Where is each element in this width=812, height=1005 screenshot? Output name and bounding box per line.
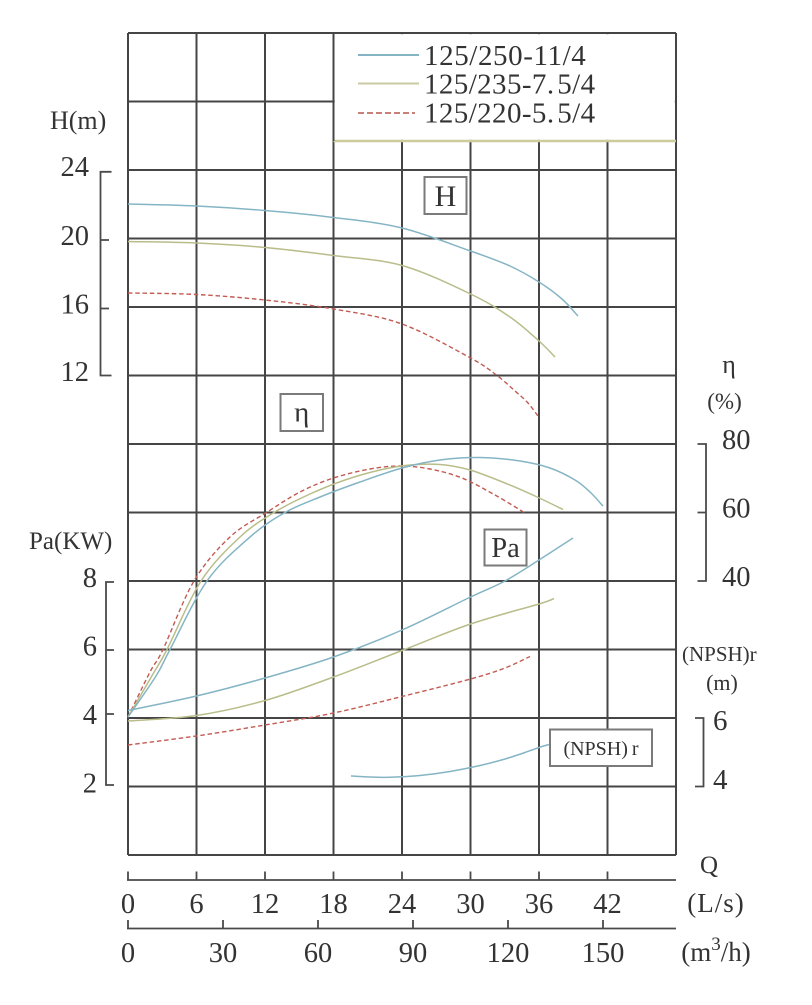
- svg-text:4: 4: [713, 764, 728, 796]
- svg-text:20: 20: [61, 221, 90, 252]
- svg-text:12: 12: [251, 889, 280, 920]
- svg-text:90: 90: [399, 938, 428, 969]
- svg-text:(L/s): (L/s): [687, 888, 744, 918]
- svg-text:60: 60: [722, 494, 751, 525]
- svg-text:24: 24: [61, 152, 90, 183]
- svg-text:30: 30: [209, 938, 238, 969]
- svg-text:(NPSH)r: (NPSH)r: [682, 642, 757, 666]
- svg-text:η: η: [722, 350, 736, 379]
- svg-text:H: H: [435, 180, 457, 213]
- svg-text:4: 4: [83, 700, 97, 731]
- svg-text:12: 12: [61, 357, 90, 388]
- svg-text:Q: Q: [700, 852, 718, 879]
- svg-text:H(m): H(m): [50, 106, 106, 135]
- svg-text:Pa: Pa: [491, 533, 520, 564]
- svg-text:60: 60: [304, 938, 333, 969]
- svg-text:(%): (%): [707, 389, 741, 414]
- svg-text:6: 6: [83, 632, 97, 663]
- svg-text:16: 16: [61, 290, 90, 321]
- svg-text:40: 40: [722, 562, 751, 593]
- svg-text:2: 2: [83, 769, 97, 800]
- svg-text:η: η: [294, 397, 309, 429]
- svg-text:120: 120: [487, 938, 530, 969]
- svg-text:18: 18: [319, 889, 348, 920]
- svg-text:30: 30: [456, 889, 485, 920]
- svg-text:150: 150: [582, 938, 625, 969]
- svg-text:8: 8: [83, 563, 97, 594]
- svg-text:42: 42: [593, 889, 622, 920]
- svg-text:125/235-7. 5/4: 125/235-7. 5/4: [424, 69, 596, 101]
- svg-text:80: 80: [722, 425, 751, 456]
- svg-text:(NPSH) r: (NPSH) r: [563, 738, 638, 760]
- svg-text:125/220-5. 5/4: 125/220-5. 5/4: [424, 98, 596, 130]
- svg-text:24: 24: [388, 889, 417, 920]
- svg-text:(m): (m): [706, 670, 738, 695]
- svg-text:6: 6: [713, 705, 728, 737]
- svg-text:0: 0: [121, 938, 135, 969]
- svg-text:36: 36: [525, 889, 554, 920]
- svg-text:Pa(KW): Pa(KW): [29, 528, 112, 555]
- svg-text:0: 0: [121, 889, 135, 920]
- svg-text:6: 6: [189, 889, 203, 920]
- svg-text:125/250-11/4: 125/250-11/4: [424, 40, 586, 72]
